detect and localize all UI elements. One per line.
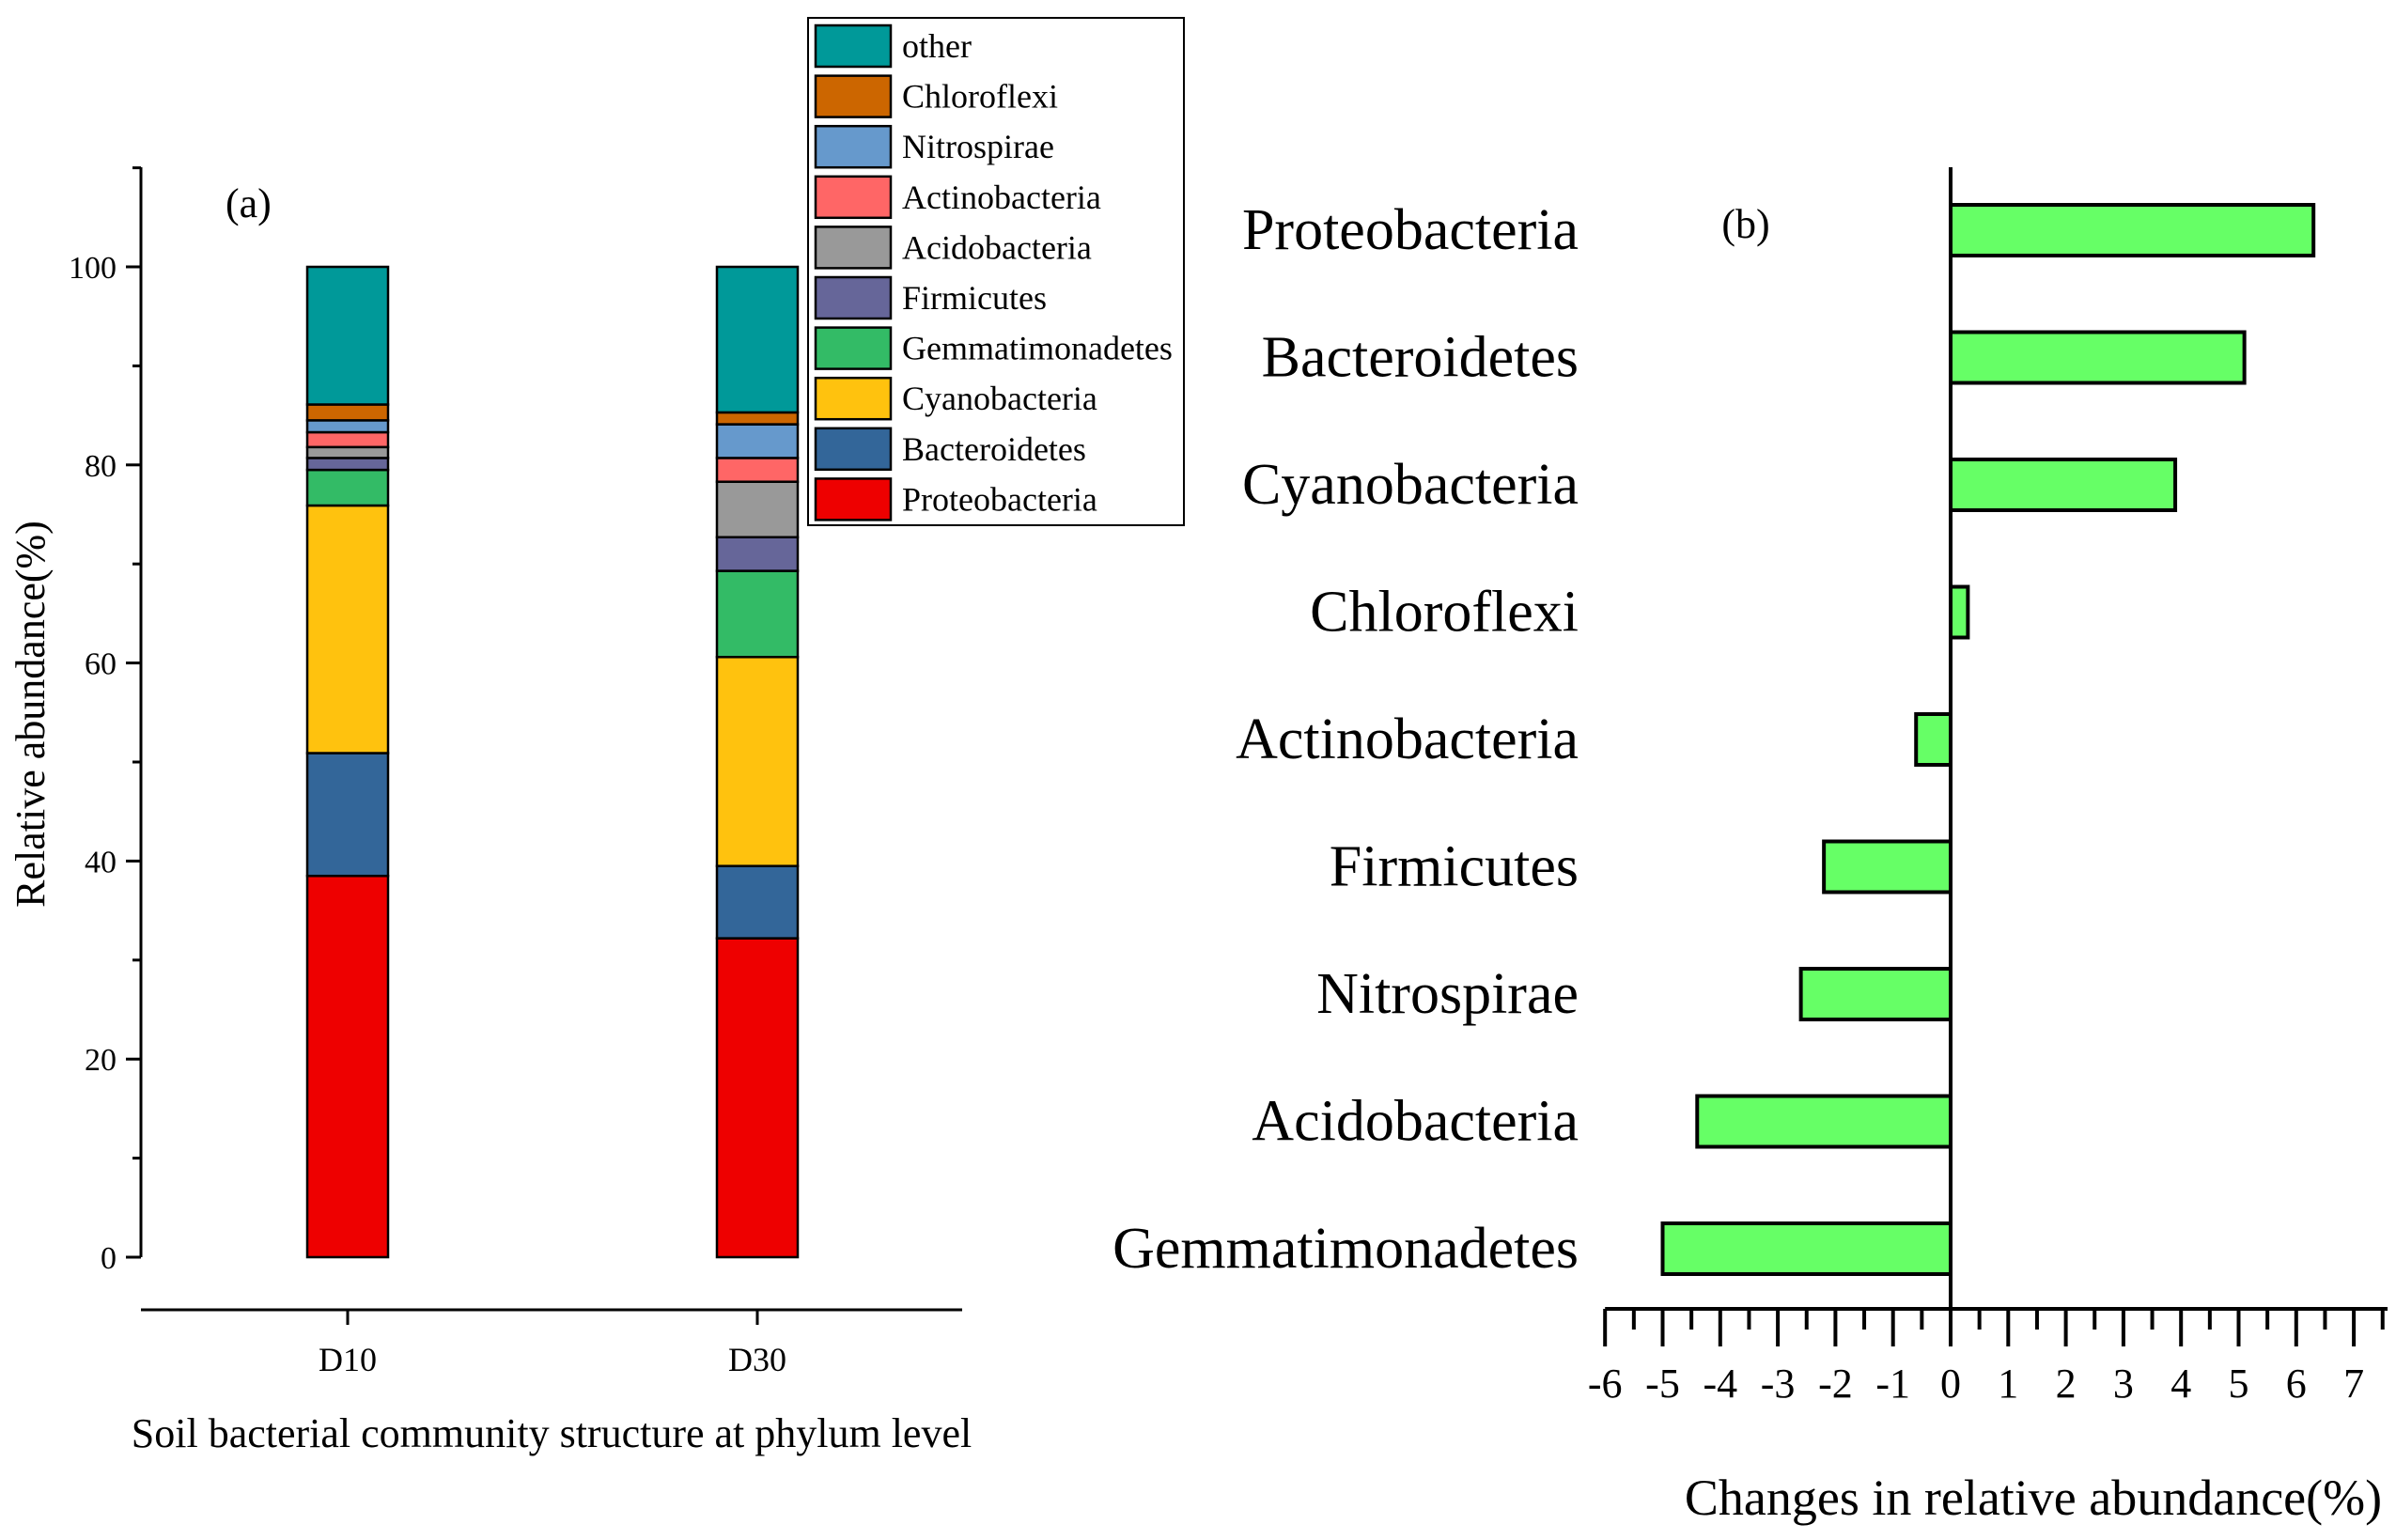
change-bar-nitrospirae (1798, 967, 1953, 1021)
legend-label-gemmatimonadetes: Gemmatimonadetes (902, 330, 1173, 367)
legend-swatch-actinobacteria (814, 175, 893, 220)
bar-segment-d10-nitrospirae (305, 419, 390, 434)
legend-label-other: other (902, 27, 972, 65)
panel-b-category-label-gemmatimonadetes: Gemmatimonadetes (1112, 1217, 1579, 1281)
panel-b-x-axis-title: Changes in relative abundance(%) (1685, 1470, 2382, 1526)
panel-a-label: (a) (226, 180, 272, 226)
panel-b-x-tick-label: 0 (1940, 1361, 1961, 1407)
panel-a-y-tick-label: 60 (85, 647, 117, 682)
bar-segment-d10-proteobacteria (305, 874, 390, 1259)
panel-b-label: (b) (1721, 201, 1769, 247)
bar-segment-d10-firmicutes (305, 457, 390, 472)
legend-label-proteobacteria: Proteobacteria (902, 480, 1097, 518)
panel-a-y-tick-label: 0 (101, 1241, 117, 1276)
change-bar-acidobacteria (1695, 1094, 1953, 1149)
panel-b-x-tick-label: -3 (1761, 1361, 1796, 1407)
panel-b-x-tick-label: 2 (2056, 1361, 2077, 1407)
bar-segment-d30-cyanobacteria (715, 656, 800, 867)
bar-segment-d10-actinobacteria (305, 430, 390, 449)
panel-a-x-tick-label-d30: D30 (728, 1341, 786, 1378)
panel-b-x-tick-label: -6 (1588, 1361, 1623, 1407)
change-bar-actinobacteria (1914, 712, 1953, 767)
legend-swatch-bacteroidetes (814, 427, 893, 472)
bar-segment-d30-gemmatimonadetes (715, 569, 800, 659)
bar-segment-d10-cyanobacteria (305, 504, 390, 754)
panel-a-y-tick-label: 40 (85, 845, 117, 879)
panel-a-y-tick-label: 80 (85, 449, 117, 484)
panel-a-y-tick-label: 100 (69, 251, 117, 286)
legend-swatch-gemmatimonadetes (814, 326, 893, 370)
panel-b-x-tick-label: -2 (1818, 1361, 1853, 1407)
bar-segment-d10-acidobacteria (305, 445, 390, 459)
panel-b-x-tick-label: 7 (2343, 1361, 2364, 1407)
panel-b-x-tick-label: 1 (1998, 1361, 2018, 1407)
legend-swatch-other (814, 23, 893, 69)
change-bar-bacteroidetes (1949, 330, 2247, 385)
bar-segment-d30-firmicutes (715, 536, 800, 572)
panel-a-y-axis-title: Relative abundance(%) (8, 521, 54, 908)
bar-segment-d10-chloroflexi (305, 403, 390, 422)
panel-b-category-label-nitrospirae: Nitrospirae (1316, 962, 1579, 1026)
panel-b-category-label-proteobacteria: Proteobacteria (1242, 198, 1579, 262)
legend-label-actinobacteria: Actinobacteria (902, 179, 1101, 216)
panel-b-x-tick-label: 6 (2286, 1361, 2307, 1407)
panel-b-x-tick-label: 5 (2229, 1361, 2249, 1407)
legend-label-bacteroidetes: Bacteroidetes (902, 430, 1086, 468)
panel-b-category-label-chloroflexi: Chloroflexi (1310, 581, 1579, 645)
bar-segment-d10-bacteroidetes (305, 752, 390, 878)
legend-swatch-proteobacteria (814, 477, 893, 521)
panel-b-category-label-actinobacteria: Actinobacteria (1236, 708, 1579, 771)
change-bar-gemmatimonadetes (1660, 1221, 1953, 1276)
bar-segment-d30-actinobacteria (715, 457, 800, 483)
legend-label-firmicutes: Firmicutes (902, 279, 1047, 317)
change-bar-proteobacteria (1949, 203, 2316, 257)
panel-b-x-tick-label: -1 (1875, 1361, 1910, 1407)
legend-swatch-acidobacteria (814, 226, 893, 270)
legend-swatch-chloroflexi (814, 74, 893, 118)
panel-b-x-tick-label: 3 (2113, 1361, 2134, 1407)
panel-b-x-tick-label: 4 (2170, 1361, 2191, 1407)
legend-swatch-nitrospirae (814, 124, 893, 169)
bar-segment-d10-other (305, 265, 390, 406)
panel-b-category-label-acidobacteria: Acidobacteria (1252, 1090, 1579, 1154)
bar-segment-d30-chloroflexi (715, 411, 800, 426)
bar-segment-d30-bacteroidetes (715, 864, 800, 940)
panel-b-category-label-cyanobacteria: Cyanobacteria (1242, 453, 1579, 517)
legend-label-nitrospirae: Nitrospirae (902, 128, 1054, 165)
change-bar-firmicutes (1822, 839, 1953, 894)
bar-segment-d30-proteobacteria (715, 937, 800, 1259)
change-bar-chloroflexi (1949, 584, 1970, 640)
bar-segment-d30-acidobacteria (715, 480, 800, 538)
panel-b-category-label-firmicutes: Firmicutes (1330, 835, 1579, 899)
legend-swatch-cyanobacteria (814, 376, 893, 421)
panel-a-x-tick-label-d10: D10 (319, 1341, 377, 1378)
bar-segment-d10-gemmatimonadetes (305, 468, 390, 507)
panel-b-x-tick-label: -4 (1703, 1361, 1737, 1407)
panel-b-x-tick-label: -5 (1645, 1361, 1680, 1407)
bar-segment-d30-other (715, 265, 800, 414)
panel-a-y-tick-label: 20 (85, 1043, 117, 1078)
panel-b-category-label-bacteroidetes: Bacteroidetes (1262, 326, 1579, 390)
bar-segment-d30-nitrospirae (715, 423, 800, 459)
legend-swatch-firmicutes (814, 275, 893, 320)
legend-label-chloroflexi: Chloroflexi (902, 78, 1058, 116)
legend-label-acidobacteria: Acidobacteria (902, 228, 1092, 266)
legend-label-cyanobacteria: Cyanobacteria (902, 380, 1097, 417)
change-bar-cyanobacteria (1949, 458, 2178, 512)
panel-a-x-axis-title: Soil bacterial community structure at ph… (132, 1410, 972, 1456)
